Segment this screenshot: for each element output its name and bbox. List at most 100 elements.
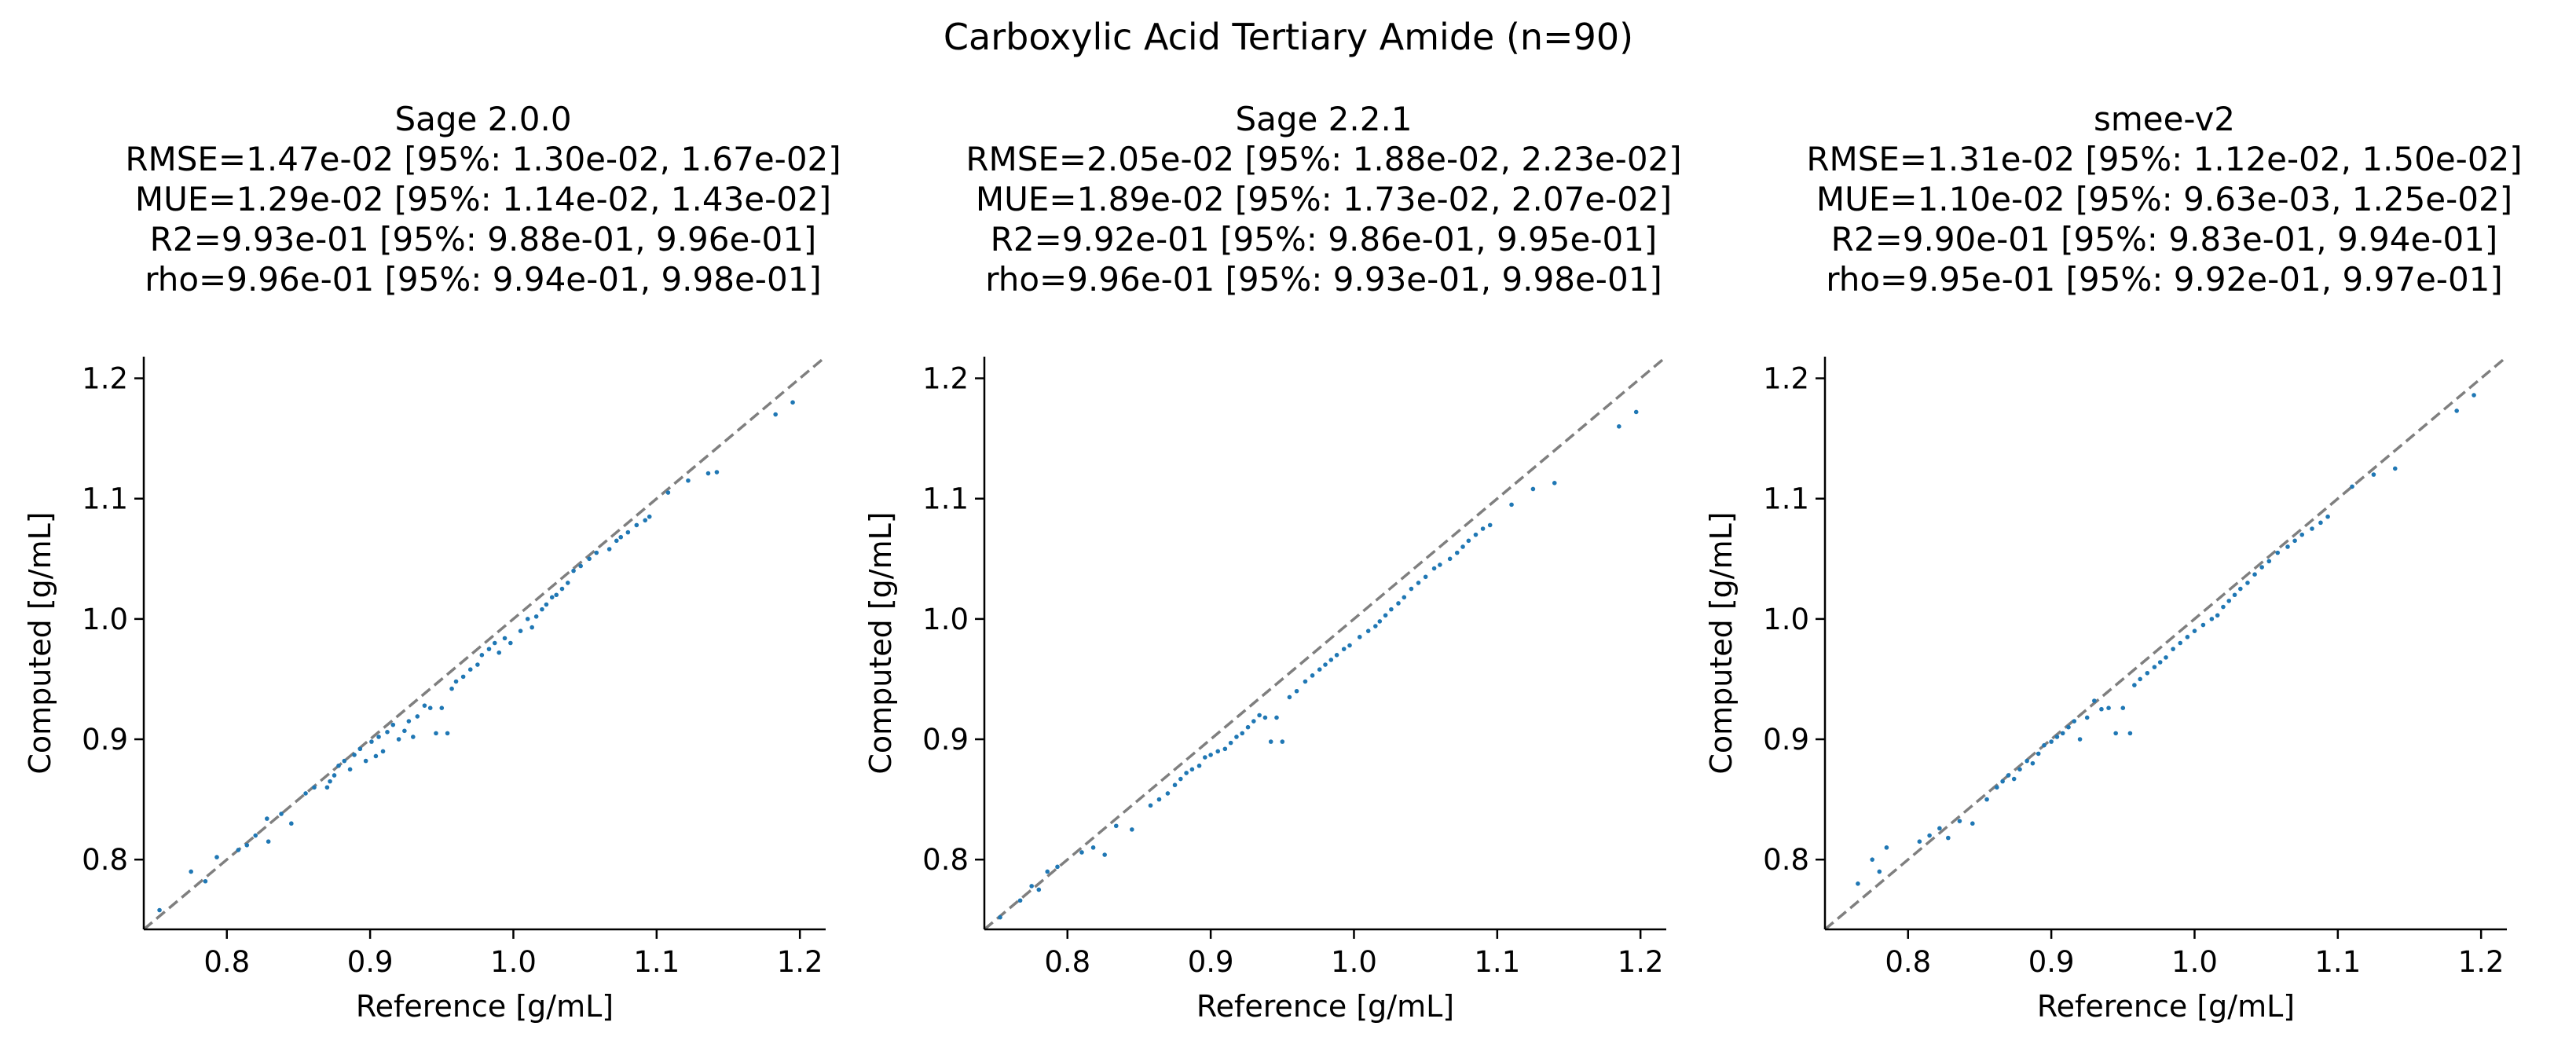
data-point	[1090, 845, 1096, 850]
data-point	[1203, 755, 1207, 760]
data-point	[1438, 562, 1442, 567]
data-point	[214, 855, 219, 859]
data-point	[1957, 819, 1962, 823]
chart-title-line: MUE=1.10e-02 [95%: 9.63e-03, 1.25e-02]	[1816, 180, 2512, 218]
data-point	[533, 614, 539, 619]
data-point	[2030, 760, 2036, 766]
x-tick-label: 1.0	[490, 945, 537, 979]
data-point	[157, 907, 162, 913]
data-point	[396, 737, 401, 742]
data-point	[1222, 746, 1228, 752]
data-point	[266, 839, 271, 844]
data-point	[2266, 559, 2272, 564]
data-point	[1323, 662, 1328, 667]
x-axis-label: Reference [g/mL]	[2037, 989, 2295, 1024]
data-point	[1970, 821, 1975, 826]
data-point	[2077, 737, 2083, 742]
data-point	[2226, 599, 2232, 603]
data-point	[2084, 715, 2090, 720]
data-point	[2157, 660, 2163, 665]
data-point	[1317, 667, 1322, 672]
data-point	[2127, 731, 2133, 736]
data-point	[1189, 767, 1195, 772]
data-point	[2215, 613, 2220, 618]
data-point	[1196, 763, 1202, 768]
data-point	[594, 550, 599, 555]
data-point	[460, 674, 466, 680]
data-point	[529, 625, 534, 630]
data-point	[571, 568, 576, 573]
data-point	[434, 731, 438, 736]
data-point	[1079, 850, 1084, 855]
y-tick-label: 1.2	[82, 362, 128, 396]
data-point	[1334, 653, 1339, 658]
data-point	[559, 586, 565, 592]
data-point	[998, 914, 1002, 920]
data-point	[475, 662, 480, 667]
data-point	[2238, 586, 2243, 592]
chart-title-line: R2=9.90e-01 [95%: 9.83e-01, 9.94e-01]	[1831, 220, 2498, 258]
data-point	[714, 470, 720, 475]
identity-line	[1823, 355, 2508, 931]
data-point	[1856, 881, 1860, 886]
data-point	[1245, 724, 1251, 730]
data-point	[1234, 735, 1239, 739]
figure-suptitle: Carboxylic Acid Tertiary Amide (n=90)	[944, 16, 1633, 58]
data-point	[1884, 845, 1889, 850]
chart-title-line: RMSE=1.31e-02 [95%: 1.12e-02, 1.50e-02]	[1806, 140, 2522, 178]
data-point	[352, 753, 357, 757]
data-point	[390, 722, 396, 727]
data-point	[1402, 595, 1407, 600]
data-point	[380, 749, 386, 754]
chart-title-line: Sage 2.2.1	[1235, 100, 1412, 138]
chart-title-line: smee-v2	[2094, 100, 2235, 138]
chart-title-line: rho=9.96e-01 [95%: 9.94e-01, 9.98e-01]	[145, 260, 822, 299]
data-point	[1995, 785, 1999, 790]
data-point	[2325, 514, 2330, 519]
data-point	[1480, 526, 1486, 531]
data-point	[1184, 771, 1189, 775]
x-tick-label: 1.1	[1474, 945, 1520, 979]
identity-line	[983, 355, 1668, 931]
data-point	[549, 595, 555, 600]
data-point	[2006, 773, 2011, 778]
data-point	[578, 563, 583, 569]
data-point	[467, 667, 473, 672]
data-point	[1917, 839, 1922, 844]
data-point	[1373, 624, 1378, 628]
y-tick-label: 1.1	[82, 482, 128, 516]
data-point	[328, 779, 332, 784]
data-point	[1274, 715, 1279, 720]
data-point	[279, 812, 284, 816]
data-point	[1466, 538, 1471, 544]
data-point	[2072, 719, 2077, 724]
data-point	[1156, 797, 1162, 802]
data-point	[518, 628, 523, 633]
data-point	[647, 514, 652, 519]
data-point	[1102, 852, 1107, 857]
chart-title-line: RMSE=1.47e-02 [95%: 1.30e-02, 1.67e-02]	[125, 140, 841, 178]
data-point	[492, 640, 497, 646]
x-tick-label: 0.9	[1188, 945, 1234, 979]
data-point	[1431, 566, 1437, 571]
x-axis-label: Reference [g/mL]	[1196, 989, 1454, 1024]
x-tick-label: 0.8	[203, 945, 250, 979]
data-point	[479, 653, 485, 658]
data-point	[2025, 758, 2029, 764]
data-point	[2318, 520, 2323, 526]
y-tick-label: 1.0	[1763, 603, 1809, 636]
data-point	[508, 640, 513, 646]
data-point	[2132, 683, 2137, 687]
y-tick-label: 0.8	[82, 843, 128, 877]
data-point	[1473, 532, 1479, 537]
y-axis-label: Computed [g/mL]	[863, 511, 898, 774]
data-point	[385, 730, 390, 735]
data-point	[2310, 526, 2314, 531]
data-point	[2106, 705, 2111, 711]
y-tick-label: 1.0	[82, 603, 128, 636]
data-point	[2060, 731, 2065, 736]
y-tick-label: 0.8	[1763, 843, 1809, 877]
